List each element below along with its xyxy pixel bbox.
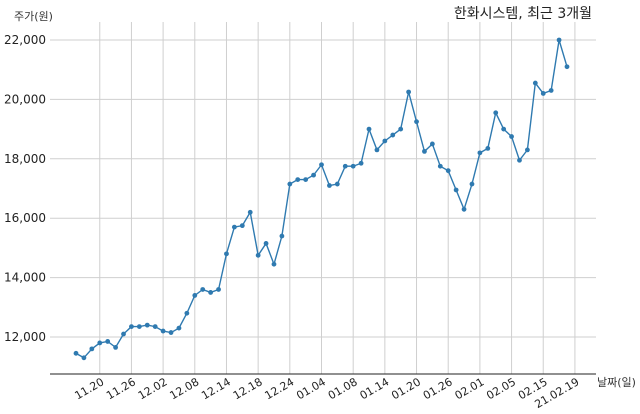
price-point	[327, 183, 332, 188]
price-point	[485, 146, 491, 151]
price-point	[311, 172, 316, 178]
price-point	[517, 157, 522, 163]
price-point	[358, 160, 364, 166]
price-point	[556, 37, 562, 43]
y-tick-label: 16,000	[4, 211, 46, 225]
price-point	[247, 209, 253, 215]
x-tick-label: 01.14	[358, 375, 392, 402]
price-point	[224, 251, 229, 257]
y-axis-label: 주가(원)	[14, 10, 53, 23]
price-point	[429, 141, 435, 147]
price-point	[271, 261, 277, 267]
price-point	[540, 91, 546, 96]
price-point	[342, 163, 348, 169]
x-tick-label: 01.20	[389, 375, 423, 402]
price-point	[445, 168, 451, 174]
price-point	[231, 224, 237, 230]
price-point	[437, 163, 443, 169]
y-tick-label: 18,000	[4, 152, 46, 166]
y-tick-label: 14,000	[4, 271, 46, 285]
x-tick-label: 12.18	[231, 375, 265, 402]
price-point	[184, 310, 190, 316]
price-point	[160, 328, 166, 334]
x-tick-label: 12.14	[199, 375, 233, 402]
price-point	[129, 324, 134, 330]
price-point	[501, 126, 507, 132]
price-point	[263, 241, 269, 246]
x-tick-label: 01.08	[326, 375, 360, 402]
price-point	[406, 89, 412, 95]
y-tick-labels: 12,000 14,000 16,000 18,000 20,000 22,000	[4, 33, 46, 344]
price-point	[525, 147, 530, 153]
price-point	[136, 324, 142, 330]
price-point	[255, 252, 261, 258]
price-point	[422, 148, 427, 154]
price-point	[398, 126, 404, 132]
price-point	[461, 206, 467, 212]
x-tick-label: 01.26	[421, 375, 455, 402]
price-point	[89, 346, 95, 352]
x-tick-labels: 11.2011.2612.0212.0812.1412.1812.2401.04…	[72, 375, 581, 411]
price-point	[477, 150, 483, 156]
price-point	[334, 181, 340, 187]
price-point	[239, 223, 245, 229]
price-point	[113, 344, 118, 350]
x-tick-label: 11.20	[72, 375, 106, 402]
x-axis-label: 날짜(일)	[597, 375, 636, 389]
x-tick-label: 12.08	[168, 375, 202, 402]
price-points	[73, 37, 570, 361]
price-point	[295, 177, 301, 182]
x-tick-label: 12.24	[263, 375, 297, 402]
x-tick-label: 12.02	[136, 375, 170, 402]
price-point	[81, 355, 87, 361]
y-tick-label: 22,000	[4, 33, 46, 47]
price-point	[382, 138, 388, 144]
price-point	[350, 163, 356, 169]
price-point	[453, 187, 459, 193]
price-point	[564, 64, 570, 70]
price-point	[152, 324, 158, 330]
price-point	[548, 88, 554, 93]
x-tick-label: 02.01	[453, 375, 487, 402]
price-point	[97, 340, 103, 346]
price-point	[390, 132, 396, 138]
price-point	[176, 325, 182, 331]
chart-title: 한화시스템, 최근 3개월	[454, 6, 592, 22]
price-point	[200, 287, 206, 292]
y-tick-label: 12,000	[4, 330, 46, 344]
price-point	[319, 162, 324, 168]
price-point	[303, 177, 309, 182]
price-point	[279, 233, 285, 239]
price-point	[374, 147, 380, 153]
price-point	[414, 119, 419, 125]
price-point	[469, 181, 475, 187]
x-tick-label: 02.05	[484, 375, 518, 402]
grid-lines	[50, 22, 596, 374]
price-point	[208, 290, 214, 295]
x-tick-label: 01.04	[294, 375, 328, 402]
price-point	[509, 134, 514, 139]
price-point	[493, 110, 499, 116]
price-point	[532, 80, 538, 86]
x-tick-label: 11.26	[104, 375, 138, 402]
y-tick-label: 20,000	[4, 92, 46, 106]
price-point	[121, 331, 126, 337]
price-point	[216, 287, 221, 292]
price-point	[105, 339, 111, 344]
price-point	[192, 293, 198, 298]
price-point	[366, 126, 372, 132]
price-point	[144, 322, 150, 328]
price-point	[73, 350, 79, 356]
price-point	[168, 330, 174, 335]
price-point	[287, 181, 293, 187]
